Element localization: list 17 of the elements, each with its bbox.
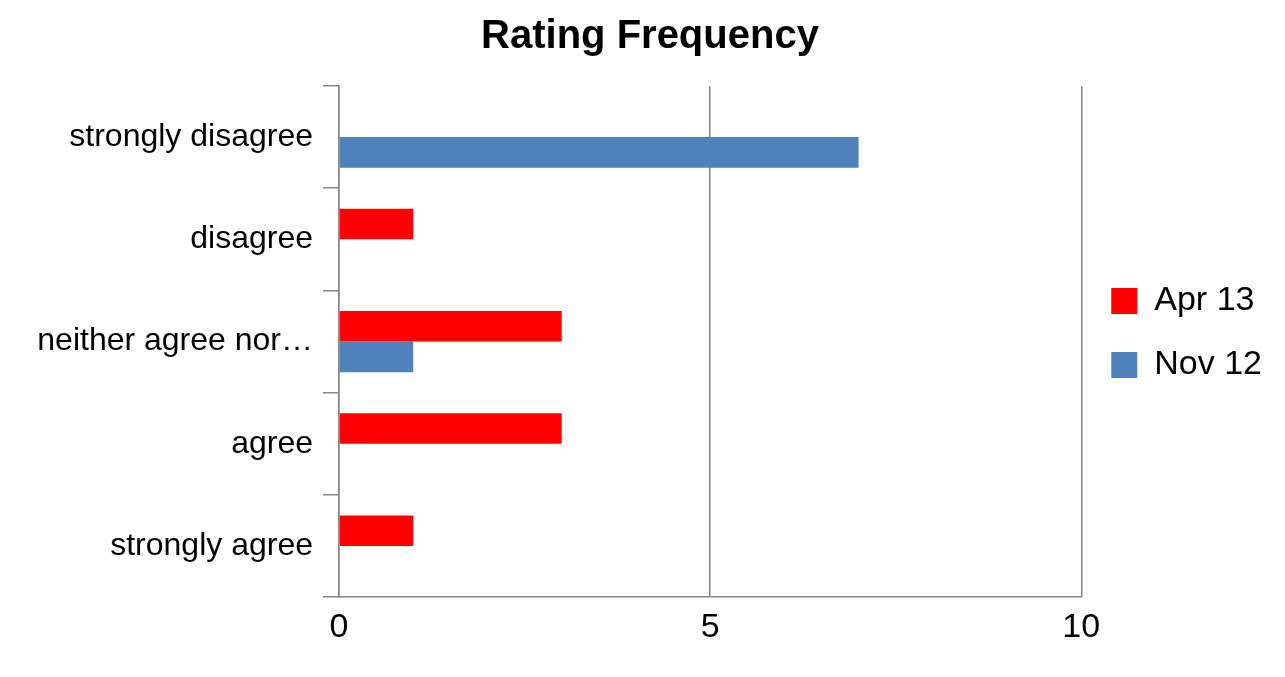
bar bbox=[339, 413, 562, 444]
legend-label: Nov 12 bbox=[1154, 343, 1263, 382]
x-tick-label: 10 bbox=[1062, 605, 1101, 644]
y-tick-label: disagree bbox=[190, 219, 313, 256]
x-tick-label: 0 bbox=[329, 605, 349, 644]
bar bbox=[339, 515, 414, 547]
bar bbox=[339, 341, 414, 373]
chart-title: Rating Frequency bbox=[481, 12, 820, 57]
x-tick-label: 5 bbox=[700, 605, 720, 644]
bar bbox=[339, 137, 859, 168]
y-tick-label: strongly agree bbox=[110, 525, 313, 562]
legend-label: Apr 13 bbox=[1154, 279, 1255, 318]
y-tick-label: neither agree nor… bbox=[37, 321, 313, 358]
bar bbox=[339, 310, 562, 342]
bar bbox=[339, 208, 414, 240]
y-tick-label: agree bbox=[231, 423, 313, 460]
y-tick-label: strongly disagree bbox=[69, 116, 313, 153]
